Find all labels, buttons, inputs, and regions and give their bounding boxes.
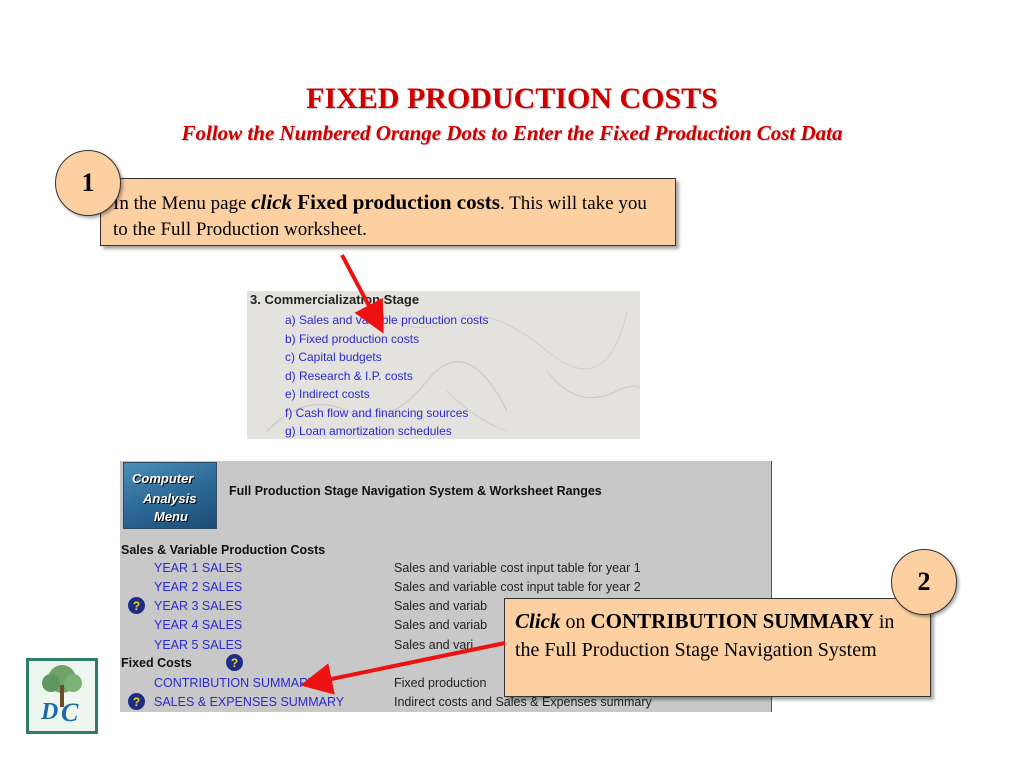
menu-item-loan-amortization[interactable]: g) Loan amortization schedules <box>285 424 452 438</box>
step-1-text-before: In the Menu page <box>113 193 252 214</box>
page-subtitle: Follow the Numbered Orange Dots to Enter… <box>181 121 843 145</box>
step-2-text-after: in the Full Production Stage Navigation … <box>515 611 895 661</box>
nav-link-year-3-sales[interactable]: YEAR 3 SALES <box>154 599 243 613</box>
logo-line-1: Computer <box>132 471 194 486</box>
step-1-callout: In the Menu page click Fixed production … <box>100 178 676 246</box>
menu-heading: 3. Commercialization Stage <box>250 292 420 307</box>
step-2-click-word: Click <box>515 609 561 633</box>
tree-icon: D C <box>29 661 95 731</box>
nav-desc-year-5: Sales and vari <box>394 638 474 652</box>
menu-item-indirect-costs[interactable]: e) Indirect costs <box>285 387 370 401</box>
nav-desc-year-4: Sales and variab <box>394 618 488 632</box>
menu-item-fixed-production-costs[interactable]: b) Fixed production costs <box>285 331 420 346</box>
nav-link-year-5-sales[interactable]: YEAR 5 SALES <box>154 638 243 652</box>
step-1-text-after: . This will take you to the Full Product… <box>113 193 647 240</box>
nav-link-year-1-sales[interactable]: YEAR 1 SALES <box>154 561 243 575</box>
help-icon[interactable]: ? <box>128 693 145 710</box>
nav-desc-sales-expenses: Indirect costs and Sales & Expenses summ… <box>394 695 652 709</box>
step-2-callout: Click on CONTRIBUTION SUMMARY in the Ful… <box>504 598 931 697</box>
step-1-dot: 1 <box>55 150 121 216</box>
section-sales-variable: Sales & Variable Production Costs <box>121 543 326 557</box>
section-fixed-costs: Fixed Costs <box>121 656 192 670</box>
step-1-click-word: click <box>251 190 293 214</box>
step-2-text-on: on <box>560 611 591 633</box>
nav-link-contribution-summary[interactable]: CONTRIBUTION SUMMARY <box>154 676 317 690</box>
marble-texture <box>266 300 640 432</box>
svg-text:D: D <box>40 699 58 725</box>
step-2-bold-text: CONTRIBUTION SUMMARY <box>590 609 874 633</box>
page-title: FIXED PRODUCTION COSTS <box>306 82 718 115</box>
nav-desc-year-2: Sales and variable cost input table for … <box>394 580 641 594</box>
computer-analysis-menu-button[interactable]: Computer Analysis Menu <box>123 462 217 529</box>
nav-title: Full Production Stage Navigation System … <box>229 484 602 498</box>
nav-desc-contribution: Fixed production <box>394 676 487 690</box>
menu-page-excerpt: 3. Commercialization Stage a) Sales and … <box>247 291 640 439</box>
help-icon[interactable]: ? <box>226 654 243 671</box>
menu-item-cash-flow[interactable]: f) Cash flow and financing sources <box>285 405 469 420</box>
step-2-dot: 2 <box>891 549 957 615</box>
menu-item-research[interactable]: d) Research & I.P. costs <box>285 368 413 383</box>
svg-text:C: C <box>61 698 79 727</box>
nav-link-year-2-sales[interactable]: YEAR 2 SALES <box>154 580 243 594</box>
nav-desc-year-3: Sales and variab <box>394 599 488 613</box>
nav-link-year-4-sales[interactable]: YEAR 4 SALES <box>154 618 243 632</box>
dc-logo: D C <box>26 658 98 734</box>
menu-item-capital-budgets[interactable]: c) Capital budgets <box>285 350 382 364</box>
logo-line-3: Menu <box>154 509 188 524</box>
nav-desc-year-1: Sales and variable cost input table for … <box>394 561 641 575</box>
menu-item-sales[interactable]: a) Sales and variable production costs <box>285 313 489 327</box>
nav-link-sales-expenses-summary[interactable]: SALES & EXPENSES SUMMARY <box>154 695 345 709</box>
help-icon[interactable]: ? <box>128 597 145 614</box>
step-1-bold-text: Fixed production costs <box>292 190 500 214</box>
menu-items: a) Sales and variable production costs b… <box>285 311 488 439</box>
logo-line-2: Analysis <box>143 491 197 506</box>
